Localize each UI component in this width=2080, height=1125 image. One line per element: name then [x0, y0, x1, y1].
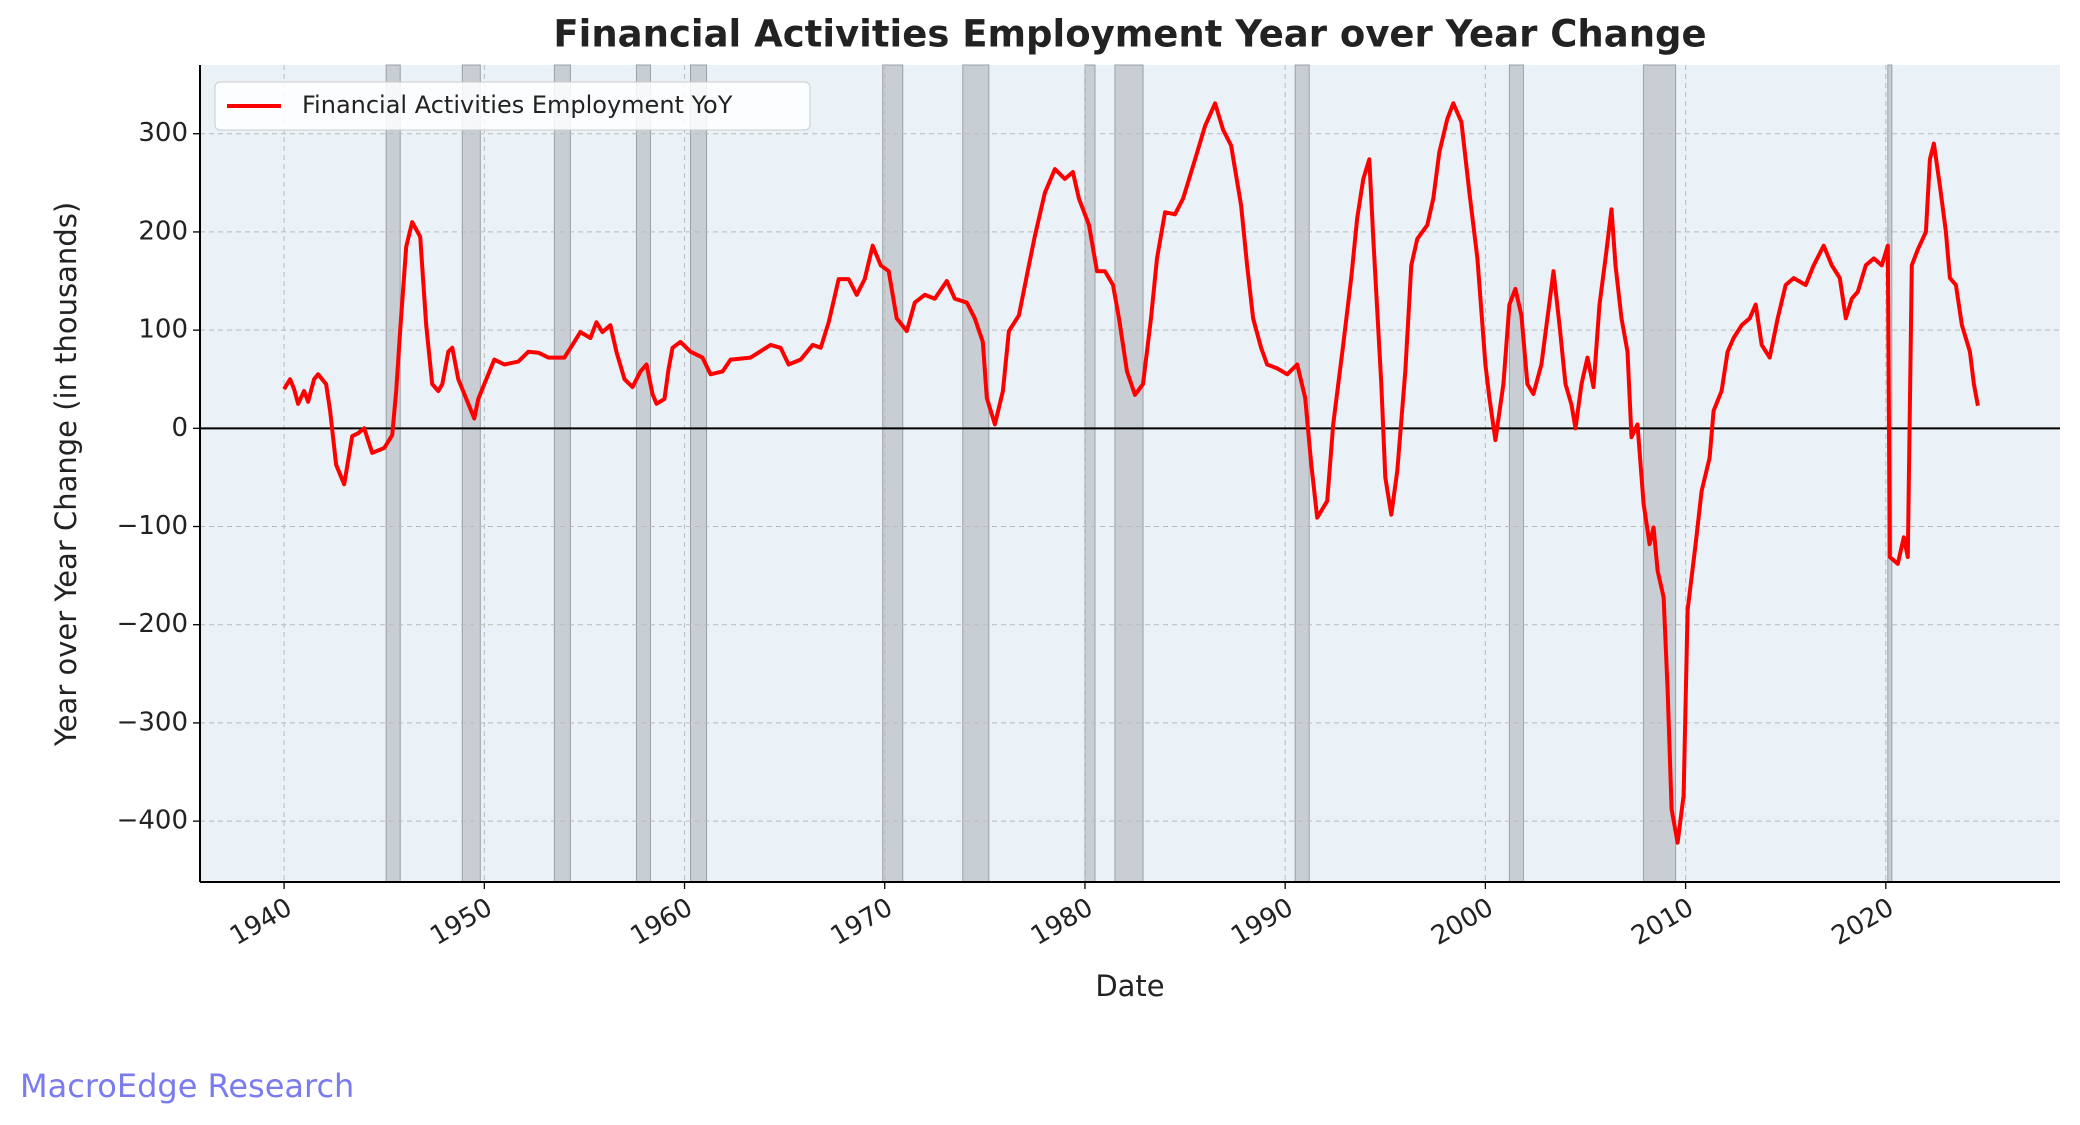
x-tick-label: 1980	[1026, 893, 1098, 952]
x-tick-label: 1950	[425, 893, 497, 952]
y-axis-label: Year over Year Change (in thousands)	[49, 202, 83, 747]
recession-band	[1508, 64, 1524, 883]
watermark: MacroEdge Research	[20, 1067, 354, 1105]
x-tick-label: 1960	[625, 893, 697, 952]
y-tick-label: −400	[117, 806, 188, 836]
legend-label: Financial Activities Employment YoY	[302, 91, 733, 119]
recession-band	[553, 64, 571, 883]
recession-band	[1084, 64, 1096, 883]
x-axis-label: Date	[1095, 969, 1164, 1003]
y-tick-label: 300	[138, 118, 188, 148]
x-tick-label: 2000	[1426, 893, 1498, 952]
x-tick-label: 1990	[1226, 893, 1298, 952]
recession-band	[690, 64, 708, 883]
recession-band	[635, 64, 651, 883]
x-tick-label: 1970	[826, 893, 898, 952]
y-tick-label: −300	[117, 707, 188, 737]
recession-band	[385, 64, 401, 883]
y-tick-label: −200	[117, 609, 188, 639]
recession-band	[1114, 64, 1144, 883]
x-tick-label: 2010	[1627, 893, 1699, 952]
y-tick-label: −100	[117, 511, 188, 541]
recession-band	[962, 64, 990, 883]
recession-band	[461, 64, 481, 883]
recession-band	[882, 64, 904, 883]
x-tick-label: 2020	[1827, 893, 1899, 952]
y-tick-label: 200	[138, 216, 188, 246]
y-tick-label: 0	[171, 413, 188, 443]
y-tick-label: 100	[138, 315, 188, 345]
recession-band	[1294, 64, 1310, 883]
legend-box	[214, 81, 811, 131]
data-line	[282, 101, 1980, 845]
x-tick-label: 1940	[225, 893, 297, 952]
chart-title: Financial Activities Employment Year ove…	[553, 13, 1706, 56]
